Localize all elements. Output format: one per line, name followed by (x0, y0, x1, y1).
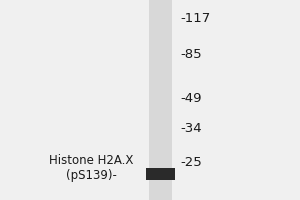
Text: -85: -85 (180, 47, 202, 60)
Text: -34: -34 (180, 122, 202, 136)
Bar (149, 0, 172, 200)
Text: Histone H2A.X: Histone H2A.X (49, 154, 134, 168)
Text: -49: -49 (180, 92, 202, 104)
Text: -117: -117 (180, 12, 210, 25)
Bar (146, 168, 175, 180)
Text: -25: -25 (180, 156, 202, 170)
Text: (pS139)-: (pS139)- (66, 168, 117, 182)
